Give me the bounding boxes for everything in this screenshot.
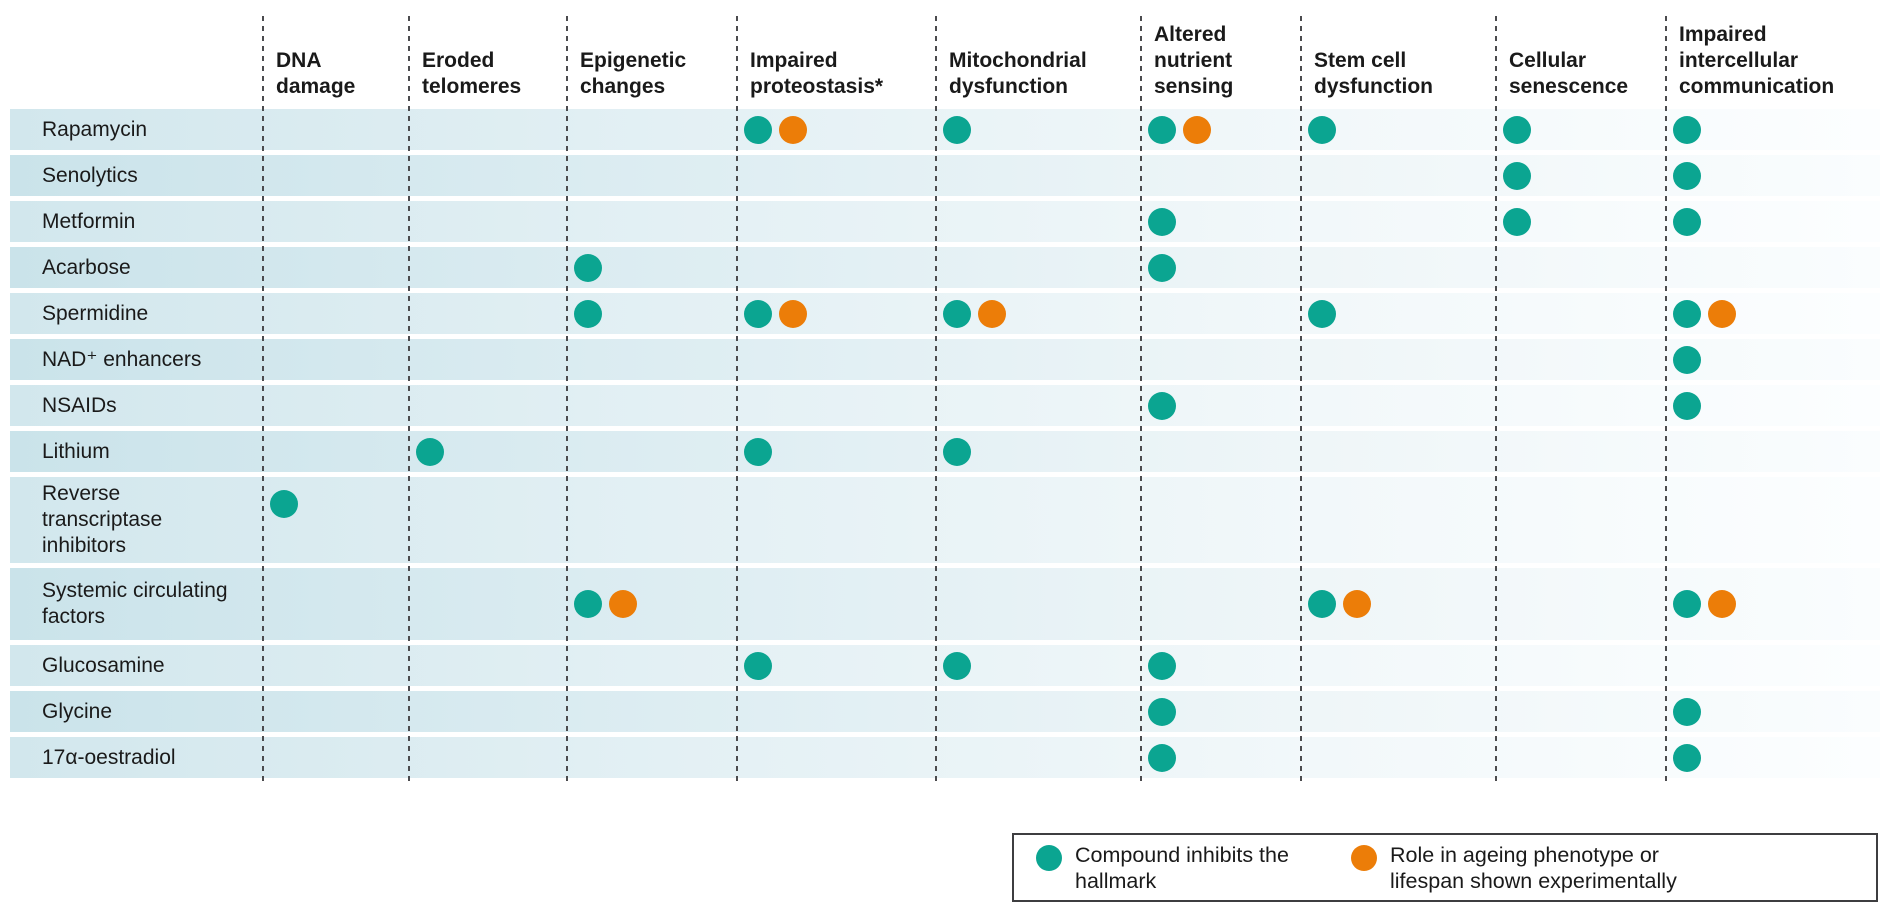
column-header: Altered nutrient sensing — [1154, 23, 1234, 98]
orange-dot-icon — [1351, 845, 1377, 871]
compound-inhibits-dot — [270, 490, 298, 518]
compound-inhibits-dot — [574, 590, 602, 618]
legend-item-inhibits: Compound inhibits the hallmark — [1036, 835, 1297, 894]
compound-inhibits-dot — [1148, 116, 1176, 144]
column-header: Eroded telomeres — [422, 49, 522, 98]
table-row: Rapamycin — [10, 109, 1880, 150]
column-header: DNA damage — [276, 49, 356, 98]
row-label: NSAIDs — [42, 393, 117, 417]
compound-inhibits-dot — [1673, 116, 1701, 144]
experimental-role-dot — [609, 590, 637, 618]
compound-inhibits-dot — [1673, 162, 1701, 190]
compound-inhibits-dot — [574, 254, 602, 282]
compound-inhibits-dot — [1673, 744, 1701, 772]
table-row: 17α-oestradiol — [10, 737, 1880, 778]
compound-inhibits-dot — [1673, 300, 1701, 328]
row-label: Senolytics — [42, 163, 138, 187]
column-header: Cellular senescence — [1509, 49, 1629, 98]
row-label: Glycine — [42, 699, 113, 723]
column-header: Impaired proteostasis* — [750, 49, 884, 98]
column-header: Epigenetic changes — [580, 49, 687, 98]
column-header: Stem cell dysfunction — [1314, 49, 1433, 98]
table-row: Glycine — [10, 691, 1880, 732]
table-row: Lithium — [10, 431, 1880, 472]
table-row: Glucosamine — [10, 645, 1880, 686]
compound-inhibits-dot — [1673, 392, 1701, 420]
experimental-role-dot — [779, 300, 807, 328]
table-row: NAD⁺ enhancers — [10, 339, 1880, 380]
compound-inhibits-dot — [1148, 698, 1176, 726]
legend-label: Compound inhibits the hallmark — [1075, 843, 1289, 893]
compound-inhibits-dot — [943, 300, 971, 328]
compound-inhibits-dot — [1503, 162, 1531, 190]
compound-inhibits-dot — [1503, 116, 1531, 144]
table-row: Systemic circulating factors — [10, 568, 1880, 640]
compound-inhibits-dot — [1673, 590, 1701, 618]
row-label: Glucosamine — [42, 653, 165, 677]
compound-inhibits-dot — [1148, 254, 1176, 282]
row-label: Spermidine — [42, 301, 149, 325]
table-row: Reverse transcriptase inhibitors — [10, 477, 1880, 563]
compound-inhibits-dot — [1503, 208, 1531, 236]
compound-inhibits-dot — [416, 438, 444, 466]
column-header: Impaired intercellular communication — [1679, 23, 1835, 98]
row-label: Rapamycin — [42, 117, 148, 141]
experimental-role-dot — [1183, 116, 1211, 144]
compound-inhibits-dot — [744, 438, 772, 466]
table-row: NSAIDs — [10, 385, 1880, 426]
table-row: Acarbose — [10, 247, 1880, 288]
compound-inhibits-dot — [1148, 208, 1176, 236]
legend-label: Role in ageing phenotype or lifespan sho… — [1390, 843, 1677, 893]
row-label: Metformin — [42, 209, 136, 233]
table-row: Metformin — [10, 201, 1880, 242]
compound-inhibits-dot — [1148, 392, 1176, 420]
compound-inhibits-dot — [943, 116, 971, 144]
compound-inhibits-dot — [1148, 652, 1176, 680]
column-header: Mitochondrial dysfunction — [949, 49, 1087, 98]
row-label: Lithium — [42, 439, 110, 463]
row-label: Acarbose — [42, 255, 131, 279]
table-row: Senolytics — [10, 155, 1880, 196]
experimental-role-dot — [1708, 590, 1736, 618]
compound-inhibits-dot — [744, 116, 772, 144]
compound-inhibits-dot — [1148, 744, 1176, 772]
row-label: NAD⁺ enhancers — [42, 347, 202, 371]
compound-inhibits-dot — [1308, 116, 1336, 144]
compound-inhibits-dot — [1308, 590, 1336, 618]
compound-inhibits-dot — [1673, 346, 1701, 374]
experimental-role-dot — [1343, 590, 1371, 618]
compound-inhibits-dot — [574, 300, 602, 328]
row-label: 17α-oestradiol — [42, 745, 176, 769]
row-label: Systemic circulating factors — [42, 579, 228, 628]
teal-dot-icon — [1036, 845, 1062, 871]
legend-box: Compound inhibits the hallmark Role in a… — [1012, 833, 1878, 902]
table-row: Spermidine — [10, 293, 1880, 334]
compound-inhibits-dot — [1673, 208, 1701, 236]
compound-inhibits-dot — [943, 438, 971, 466]
experimental-role-dot — [1708, 300, 1736, 328]
compound-inhibits-dot — [744, 652, 772, 680]
compound-inhibits-dot — [943, 652, 971, 680]
row-label: Reverse transcriptase inhibitors — [42, 482, 163, 557]
experimental-role-dot — [779, 116, 807, 144]
compound-inhibits-dot — [744, 300, 772, 328]
compound-inhibits-dot — [1308, 300, 1336, 328]
experimental-role-dot — [978, 300, 1006, 328]
compound-inhibits-dot — [1673, 698, 1701, 726]
legend-item-experimental: Role in ageing phenotype or lifespan sho… — [1351, 835, 1720, 894]
